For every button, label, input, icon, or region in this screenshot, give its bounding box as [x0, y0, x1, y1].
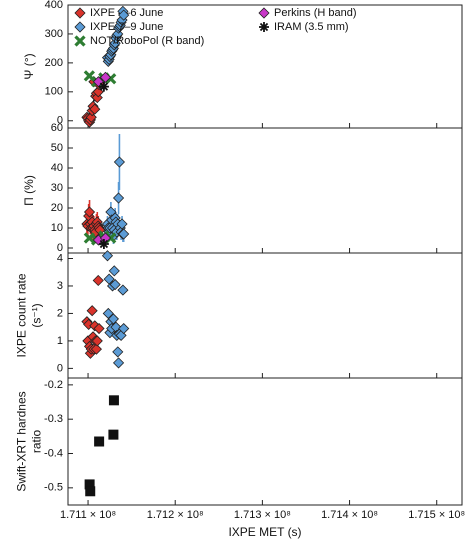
panel-frame — [67, 252, 463, 379]
y-tick-label: 400 — [45, 0, 63, 11]
diamond-marker — [108, 265, 120, 277]
diamond-marker — [109, 279, 121, 291]
cross-marker — [74, 35, 86, 47]
y-tick-label: 20 — [51, 202, 63, 214]
panel-frame — [67, 377, 463, 506]
diamond-marker — [102, 307, 114, 320]
y-tick-label: 0 — [57, 362, 63, 374]
square-marker — [84, 479, 95, 490]
legend-label: NOT/RoboPol (R band) — [90, 35, 204, 47]
star-marker — [259, 22, 269, 32]
square-marker — [85, 486, 96, 497]
diamond-marker — [89, 103, 101, 115]
y-axis-label: IXPE count rate — [15, 273, 29, 357]
diamond-marker — [101, 250, 114, 262]
diamond-marker — [117, 284, 129, 296]
x-tick-label: 1.714 × 10⁸ — [321, 509, 378, 521]
diamond-marker — [107, 313, 119, 325]
legend-label: IXPE 7–9 June — [90, 21, 163, 33]
legend-label: Perkins (H band) — [274, 7, 357, 19]
diamond-marker — [85, 111, 97, 123]
y-axis-label: Swift-XRT hardnes — [15, 391, 29, 491]
y-axis-label: ratio — [30, 430, 44, 454]
diamond-marker — [99, 71, 112, 83]
y-tick-label: 30 — [51, 182, 63, 194]
y-tick-label: -0.3 — [44, 413, 63, 425]
square-marker — [108, 395, 119, 406]
diamond-marker — [112, 357, 125, 369]
diamond-marker — [118, 322, 130, 335]
diamond-marker — [91, 335, 103, 347]
y-axis-label: (s⁻¹) — [30, 303, 44, 327]
diamond-marker — [92, 76, 104, 88]
y-axis-label: Π (%) — [22, 175, 36, 206]
diamond-marker — [93, 322, 105, 335]
y-tick-label: 4 — [57, 252, 63, 264]
diamond-marker — [83, 318, 95, 330]
x-tick-label: 1.712 × 10⁸ — [147, 509, 204, 521]
x-tick-label: 1.713 × 10⁸ — [234, 509, 291, 521]
diamond-marker — [112, 346, 124, 358]
y-tick-label: 0 — [57, 115, 63, 127]
diamond-marker — [112, 192, 125, 204]
diamond-marker — [74, 21, 86, 33]
square-marker — [94, 436, 105, 447]
star-marker — [98, 239, 109, 249]
y-tick-label: -0.2 — [44, 379, 63, 391]
y-tick-label: 10 — [51, 222, 63, 234]
diamond-marker — [90, 343, 102, 355]
star-marker — [98, 81, 109, 92]
y-tick-label: 200 — [45, 57, 63, 69]
x-tick-label: 1.711 × 10⁸ — [60, 509, 116, 521]
diamond-marker — [74, 7, 86, 19]
diamond-marker — [83, 206, 96, 218]
y-axis-label: Ψ (°) — [22, 53, 36, 79]
y-tick-label: 1 — [57, 335, 63, 347]
y-tick-label: 300 — [45, 28, 63, 40]
diamond-marker — [86, 305, 98, 317]
diamond-marker — [92, 274, 104, 287]
diamond-marker — [258, 7, 270, 19]
y-tick-label: -0.5 — [44, 482, 63, 494]
x-axis-label: IXPE MET (s) — [228, 525, 301, 539]
y-tick-label: 3 — [57, 280, 63, 292]
y-tick-label: 40 — [51, 162, 63, 174]
y-tick-label: 100 — [45, 86, 63, 98]
diamond-marker — [116, 218, 128, 230]
legend-label: IRAM (3.5 mm) — [274, 21, 349, 33]
y-tick-label: 50 — [51, 142, 63, 154]
x-tick-label: 1.715 × 10⁸ — [408, 509, 465, 521]
diamond-marker — [113, 156, 125, 168]
diamond-marker — [118, 9, 130, 21]
y-tick-label: -0.4 — [44, 447, 63, 459]
square-marker — [108, 429, 119, 440]
y-tick-label: 2 — [57, 307, 63, 319]
diamond-marker — [118, 228, 130, 240]
cross-marker — [83, 232, 95, 244]
y-tick-label: 60 — [51, 122, 63, 134]
y-tick-label: 0 — [57, 242, 63, 254]
